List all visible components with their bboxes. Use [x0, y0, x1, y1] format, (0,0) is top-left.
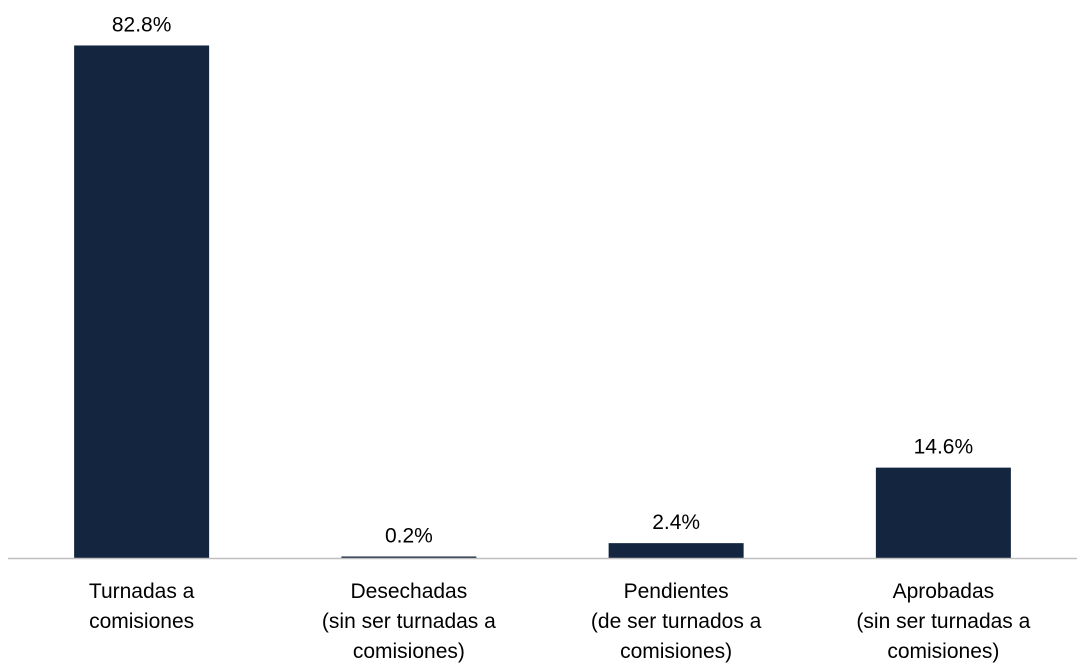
- category-labels-group: Turnadas a comisiones Desechadas (sin ser t…: [89, 580, 1031, 663]
- bar-0: [74, 45, 210, 558]
- bar-1: [341, 556, 477, 558]
- data-label-3: 14.6%: [914, 436, 974, 459]
- bar-3: [875, 467, 1011, 558]
- x-tick-label-3-line-2: comisiones): [887, 640, 999, 663]
- x-tick-label-1-line-2: comisiones): [353, 640, 465, 663]
- x-tick-label-2-line-0: Pendientes: [624, 580, 729, 603]
- x-tick-label-0-line-0: Turnadas a: [89, 580, 195, 603]
- bars-group: [74, 45, 1011, 558]
- data-label-1: 0.2%: [385, 525, 433, 548]
- bar-2: [608, 543, 744, 558]
- x-tick-label-1-line-0: Desechadas: [351, 580, 468, 603]
- data-label-2: 2.4%: [652, 511, 700, 534]
- x-tick-label-1-line-1: (sin ser turnadas a: [322, 610, 496, 633]
- data-label-0: 82.8%: [112, 13, 172, 36]
- x-tick-label-2-line-1: (de ser turnados a: [591, 610, 762, 633]
- x-tick-label-0-line-1: comisiones: [89, 610, 194, 633]
- x-tick-label-2-line-2: comisiones): [620, 640, 732, 663]
- value-labels-group: 82.8% 0.2% 2.4% 14.6%: [112, 13, 973, 547]
- x-tick-label-3-line-1: (sin ser turnadas a: [856, 610, 1030, 633]
- x-tick-label-3-line-0: Aprobadas: [893, 580, 995, 603]
